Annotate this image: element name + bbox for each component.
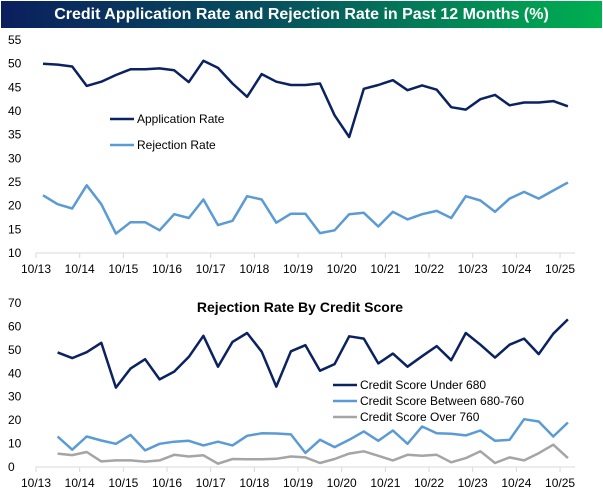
x-tick-label: 10/15	[108, 262, 138, 276]
x-tick-label: 10/23	[458, 262, 488, 276]
x-tick-label: 10/13	[21, 262, 51, 276]
legend-label: Credit Score Between 680-760	[360, 394, 524, 408]
y-tick-label: 20	[8, 199, 22, 213]
x-tick-label: 10/13	[21, 476, 51, 490]
x-tick-label: 10/16	[152, 262, 182, 276]
x-tick-label: 10/24	[501, 262, 531, 276]
y-tick-label: 15	[8, 222, 22, 236]
x-tick-label: 10/22	[414, 476, 444, 490]
x-tick-label: 10/17	[196, 476, 226, 490]
y-tick-label: 45	[8, 80, 22, 94]
y-tick-label: 30	[8, 151, 22, 165]
x-tick-label: 10/14	[65, 476, 95, 490]
subchart-title: Rejection Rate By Credit Score	[197, 299, 403, 315]
x-tick-label: 10/19	[283, 262, 313, 276]
chart-title: Credit Application Rate and Rejection Ra…	[54, 5, 549, 23]
y-tick-label: 30	[8, 390, 22, 404]
legend-label: Credit Score Over 760	[360, 410, 480, 424]
y-tick-label: 60	[8, 319, 22, 333]
x-tick-label: 10/21	[370, 262, 400, 276]
chart-title-banner: Credit Application Rate and Rejection Ra…	[1, 1, 602, 28]
series-line-credit-score-over-760	[57, 443, 569, 465]
x-tick-label: 10/16	[152, 476, 182, 490]
legend-label: Rejection Rate	[137, 138, 216, 152]
y-tick-label: 10	[8, 437, 22, 451]
x-tick-label: 10/21	[370, 476, 400, 490]
y-tick-label: 35	[8, 128, 22, 142]
x-tick-label: 10/25	[545, 262, 575, 276]
x-tick-label: 10/18	[239, 476, 269, 490]
x-tick-label: 10/25	[545, 476, 575, 490]
x-tick-label: 10/18	[239, 262, 269, 276]
series-line-application-rate	[42, 59, 569, 139]
y-tick-label: 70	[8, 296, 22, 310]
x-tick-label: 10/17	[196, 262, 226, 276]
legend-label: Application Rate	[137, 112, 225, 126]
y-tick-label: 20	[8, 413, 22, 427]
y-tick-label: 55	[8, 33, 22, 47]
y-tick-label: 0	[8, 460, 15, 474]
series-line-credit-score-between-680-760	[56, 417, 569, 455]
legend-label: Credit Score Under 680	[360, 378, 486, 392]
x-tick-label: 10/20	[327, 262, 357, 276]
y-tick-label: 50	[8, 343, 22, 357]
series-line-credit-score-under-680	[57, 318, 569, 389]
y-tick-label: 10	[8, 246, 22, 260]
x-tick-label: 10/14	[65, 262, 95, 276]
x-tick-label: 10/23	[458, 476, 488, 490]
y-tick-label: 50	[8, 57, 22, 71]
x-tick-label: 10/24	[501, 476, 531, 490]
y-tick-label: 25	[8, 175, 22, 189]
x-tick-label: 10/19	[283, 476, 313, 490]
y-tick-label: 40	[8, 104, 22, 118]
x-tick-label: 10/15	[108, 476, 138, 490]
x-tick-label: 10/22	[414, 262, 444, 276]
y-tick-label: 40	[8, 366, 22, 380]
x-tick-label: 10/20	[327, 476, 357, 490]
series-line-rejection-rate	[42, 181, 569, 235]
